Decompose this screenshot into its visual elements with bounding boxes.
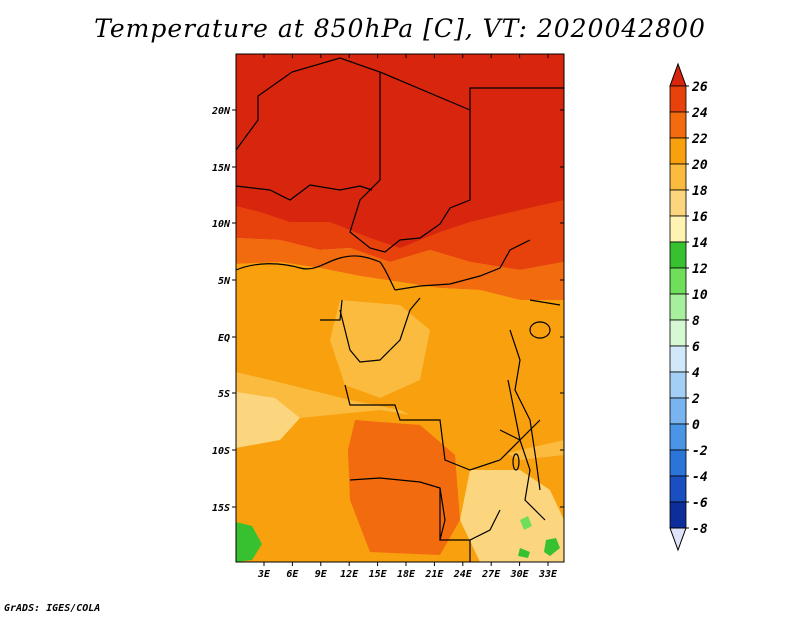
colorbar-bin: [669, 423, 687, 451]
colorbar-label: 14: [692, 236, 708, 251]
border-niger-nigeria: [236, 184, 373, 201]
colorbar-bin: [669, 241, 687, 269]
border-rift: [509, 329, 541, 491]
footer-credit: GrADS: IGES/COLA: [4, 603, 101, 614]
colorbar-arrow-bottom: [669, 527, 687, 552]
colorbar-label: -8: [692, 522, 708, 537]
colorbar-bin: [669, 215, 687, 243]
border-sahel: [236, 57, 564, 253]
colorbar-arrow-top: [669, 62, 687, 87]
colorbar-label: 22: [691, 132, 708, 147]
colorbar-bin: [669, 501, 687, 529]
lon-tick-label: 33E: [538, 569, 558, 580]
border-libya-chad: [379, 71, 471, 111]
border-south: [349, 477, 501, 541]
colorbar-label: 4: [692, 366, 700, 381]
colorbar-label: 20: [691, 158, 708, 173]
border-congo: [339, 297, 421, 363]
lat-tick-label: EQ: [218, 333, 230, 344]
field-26: [236, 54, 564, 248]
colorbar-label: -2: [692, 444, 708, 459]
colorbar-label: -6: [692, 496, 708, 511]
lon-tick-label: 3E: [257, 569, 271, 580]
borders: [236, 57, 564, 562]
colorbar-bin: [669, 111, 687, 139]
field-10-southeast: [520, 516, 532, 530]
colorbar-label: 6: [692, 340, 700, 355]
lat-tick-label: 5N: [218, 276, 231, 287]
temperature-field: [236, 54, 564, 562]
longitude-axis: 3E 6E 9E 12E 15E 18E 21E 24E 27E 30E 33E: [257, 54, 558, 580]
lake-tanganyika: [507, 379, 521, 441]
colorbar-bin: [669, 397, 687, 425]
coastline-gulf: [236, 255, 396, 291]
lon-tick-label: 24E: [453, 569, 473, 580]
field-22: [236, 238, 564, 300]
lakes: [507, 321, 551, 471]
colorbar-bin: [669, 267, 687, 295]
field-12-southeast-b: [544, 538, 560, 556]
lat-tick-label: 15S: [212, 503, 230, 514]
colorbar-label: 24: [691, 106, 708, 121]
lon-tick-label: 9E: [315, 569, 328, 580]
colorbar-label: 8: [692, 314, 700, 329]
lake-small: [512, 453, 520, 471]
colorbar-label: 26: [691, 80, 708, 95]
border-lake-malawi: [499, 429, 546, 521]
lon-tick-label: 6E: [286, 569, 299, 580]
field-16-southeast: [460, 470, 564, 562]
colorbar-label: 12: [692, 262, 708, 277]
field-16-west: [236, 392, 300, 448]
colorbar-bin: [669, 475, 687, 503]
colorbar-label: 10: [692, 288, 708, 303]
map-frame: [235, 53, 565, 563]
lat-tick-label: 20N: [211, 106, 231, 117]
colorbar-bin: [669, 319, 687, 347]
lon-tick-label: 15E: [369, 569, 388, 580]
latitude-axis: 20N 15N 10N 5N EQ 5S 10S 15S: [211, 106, 564, 514]
map-title: Temperature at 850hPa [C], VT: 202004280…: [94, 14, 706, 43]
lon-tick-label: 30E: [510, 569, 530, 580]
colorbar-label: 18: [692, 184, 708, 199]
lon-tick-label: 27E: [481, 569, 501, 580]
border-angola-drc: [344, 384, 541, 471]
colorbar-bin: [669, 163, 687, 191]
field-12-southwest: [236, 522, 262, 562]
lon-tick-label: 12E: [340, 569, 359, 580]
lat-tick-label: 15N: [212, 163, 231, 174]
lon-tick-label: 18E: [397, 569, 416, 580]
colorbar-bin: [669, 85, 687, 113]
lat-tick-label: 10S: [212, 446, 230, 457]
border-uganda: [529, 299, 561, 306]
field-22-south: [348, 420, 460, 555]
colorbar-label: -4: [692, 470, 708, 485]
colorbar-bin: [669, 449, 687, 477]
colorbar-bin: [669, 137, 687, 165]
colorbar-label: 16: [692, 210, 708, 225]
colorbar-label: 2: [691, 392, 700, 407]
lon-tick-label: 21E: [424, 569, 444, 580]
lake-victoria: [529, 321, 551, 339]
colorbar-bin: [669, 189, 687, 217]
colorbar-bin: [669, 293, 687, 321]
lat-tick-label: 5S: [218, 389, 230, 400]
colorbar-label: 0: [692, 418, 700, 433]
border-gabon: [320, 299, 343, 321]
colorbar-bin: [669, 371, 687, 399]
field-12-southeast-a: [518, 548, 530, 558]
border-car-south: [394, 239, 531, 291]
lat-tick-label: 10N: [212, 219, 231, 230]
colorbar-bin: [669, 345, 687, 373]
